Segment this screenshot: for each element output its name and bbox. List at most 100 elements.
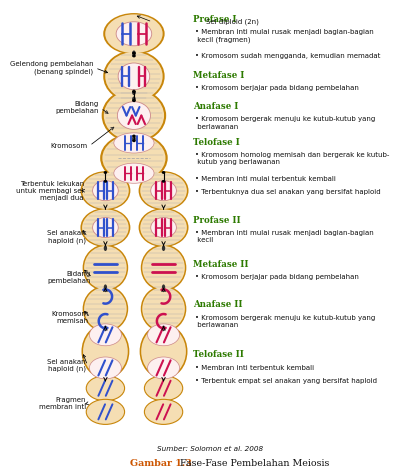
Ellipse shape xyxy=(132,136,136,142)
Ellipse shape xyxy=(140,210,187,246)
Ellipse shape xyxy=(84,287,127,330)
Ellipse shape xyxy=(82,324,129,379)
Ellipse shape xyxy=(89,357,121,379)
Text: Sel anakan
haploid (n): Sel anakan haploid (n) xyxy=(47,359,86,372)
Ellipse shape xyxy=(148,324,180,346)
Ellipse shape xyxy=(114,133,154,153)
Ellipse shape xyxy=(104,91,164,141)
Text: Kromosom: Kromosom xyxy=(50,143,88,149)
Ellipse shape xyxy=(82,173,129,209)
Ellipse shape xyxy=(104,181,106,182)
Text: • Membran inti terbentuk kembali: • Membran inti terbentuk kembali xyxy=(195,365,314,371)
Text: • Membran inti mulai rusak menjadi bagian-bagian
 kecil (fragmen): • Membran inti mulai rusak menjadi bagia… xyxy=(195,29,374,43)
Text: Anafase I: Anafase I xyxy=(193,102,238,111)
Ellipse shape xyxy=(133,140,135,141)
Text: Fase-Fase Pembelahan Meiosis: Fase-Fase Pembelahan Meiosis xyxy=(180,459,329,468)
Text: • Kromosom homolog memisah dan bergerak ke kutub-
 kutub yang berlawanan: • Kromosom homolog memisah dan bergerak … xyxy=(195,152,389,165)
Ellipse shape xyxy=(93,218,118,237)
Ellipse shape xyxy=(83,286,128,332)
Text: Profase I: Profase I xyxy=(193,15,237,24)
Text: Sumber: Solomon et al. 2008: Sumber: Solomon et al. 2008 xyxy=(157,446,263,452)
Ellipse shape xyxy=(117,102,151,129)
Text: • Terbentuknya dua sel anakan yang bersifat haploid: • Terbentuknya dua sel anakan yang bersi… xyxy=(195,189,381,195)
Ellipse shape xyxy=(80,208,130,247)
Ellipse shape xyxy=(162,326,165,331)
Ellipse shape xyxy=(162,172,165,173)
Ellipse shape xyxy=(116,22,152,46)
Ellipse shape xyxy=(142,287,185,330)
Text: • Kromosom bergerak menuju ke kutub-kutub yang
 berlawanan: • Kromosom bergerak menuju ke kutub-kutu… xyxy=(195,315,375,328)
Ellipse shape xyxy=(102,89,166,143)
Ellipse shape xyxy=(104,172,106,173)
Text: Telofase II: Telofase II xyxy=(193,350,244,359)
Ellipse shape xyxy=(162,286,165,292)
Ellipse shape xyxy=(86,376,124,401)
Ellipse shape xyxy=(86,399,124,424)
Text: Anafase II: Anafase II xyxy=(193,301,243,310)
Ellipse shape xyxy=(93,181,118,201)
Ellipse shape xyxy=(80,171,130,210)
Text: Bidang
pembelahan: Bidang pembelahan xyxy=(47,271,91,284)
Text: • Kromosom bergerak menuju ke kutub-kutub yang
 berlawanan: • Kromosom bergerak menuju ke kutub-kutu… xyxy=(195,116,375,129)
Ellipse shape xyxy=(105,14,163,53)
Text: • Kromosom berjajar pada bidang pembelahan: • Kromosom berjajar pada bidang pembelah… xyxy=(195,85,359,91)
Text: Metafase I: Metafase I xyxy=(193,71,245,80)
Ellipse shape xyxy=(133,91,135,92)
Text: Bidang
pembelahan: Bidang pembelahan xyxy=(55,101,99,115)
Ellipse shape xyxy=(133,135,135,137)
Ellipse shape xyxy=(132,90,136,95)
Ellipse shape xyxy=(82,210,129,246)
Ellipse shape xyxy=(104,286,107,292)
Ellipse shape xyxy=(141,326,186,377)
Text: Sel diploid (2n): Sel diploid (2n) xyxy=(206,18,258,25)
Ellipse shape xyxy=(89,324,121,346)
Ellipse shape xyxy=(83,245,128,291)
Ellipse shape xyxy=(104,326,107,331)
Ellipse shape xyxy=(139,208,188,247)
Ellipse shape xyxy=(144,376,183,401)
Text: • Membran inti mulai terbentuk kembali: • Membran inti mulai terbentuk kembali xyxy=(195,175,336,182)
Ellipse shape xyxy=(144,399,183,424)
Text: Gelendong pembelahan
(benang spindel): Gelendong pembelahan (benang spindel) xyxy=(10,61,93,74)
Ellipse shape xyxy=(140,324,188,379)
Ellipse shape xyxy=(151,218,176,237)
Ellipse shape xyxy=(103,13,165,55)
Ellipse shape xyxy=(141,286,186,332)
Ellipse shape xyxy=(162,246,165,251)
Ellipse shape xyxy=(102,135,166,182)
Ellipse shape xyxy=(162,181,165,182)
Text: • Kromosom sudah mengganda, kemudian memadat: • Kromosom sudah mengganda, kemudian mem… xyxy=(195,53,380,59)
Text: Terbentuk lekukan
untuk membagi sel
menjadi dua: Terbentuk lekukan untuk membagi sel menj… xyxy=(16,181,84,201)
Ellipse shape xyxy=(162,284,165,290)
Ellipse shape xyxy=(133,100,135,101)
Ellipse shape xyxy=(151,181,176,201)
Ellipse shape xyxy=(118,63,150,90)
Ellipse shape xyxy=(139,171,188,210)
Ellipse shape xyxy=(148,357,180,379)
Text: Gambar 1.3: Gambar 1.3 xyxy=(130,459,196,468)
Ellipse shape xyxy=(103,50,165,102)
Ellipse shape xyxy=(133,53,135,54)
Ellipse shape xyxy=(140,173,187,209)
Ellipse shape xyxy=(142,246,185,290)
Text: • Kromosom berjajar pada bidang pembelahan: • Kromosom berjajar pada bidang pembelah… xyxy=(195,274,359,280)
Ellipse shape xyxy=(132,97,136,102)
Ellipse shape xyxy=(83,326,128,377)
Ellipse shape xyxy=(104,246,107,251)
Ellipse shape xyxy=(114,163,154,183)
Ellipse shape xyxy=(100,133,168,183)
Ellipse shape xyxy=(105,52,163,100)
Ellipse shape xyxy=(141,245,186,291)
Ellipse shape xyxy=(84,246,127,290)
Text: Kromosom
memisah: Kromosom memisah xyxy=(52,311,89,324)
Ellipse shape xyxy=(104,284,107,290)
Text: Sel anakan
haploid (n): Sel anakan haploid (n) xyxy=(47,230,86,244)
Text: • Membran inti mulai rusak menjadi bagian-bagian
 kecil: • Membran inti mulai rusak menjadi bagia… xyxy=(195,230,374,244)
Ellipse shape xyxy=(133,55,135,57)
Ellipse shape xyxy=(132,50,136,56)
Text: Profase II: Profase II xyxy=(193,216,241,225)
Text: Fragmen
membran inti: Fragmen membran inti xyxy=(39,397,86,410)
Text: Telofase I: Telofase I xyxy=(193,138,240,147)
Text: Metafase II: Metafase II xyxy=(193,260,249,269)
Text: • Terbentuk empat sel anakan yang bersifat haploid: • Terbentuk empat sel anakan yang bersif… xyxy=(195,378,377,384)
